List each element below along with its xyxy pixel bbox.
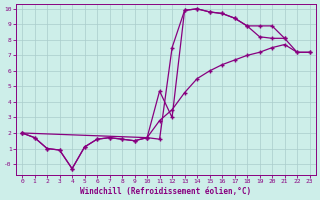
X-axis label: Windchill (Refroidissement éolien,°C): Windchill (Refroidissement éolien,°C) — [80, 187, 252, 196]
